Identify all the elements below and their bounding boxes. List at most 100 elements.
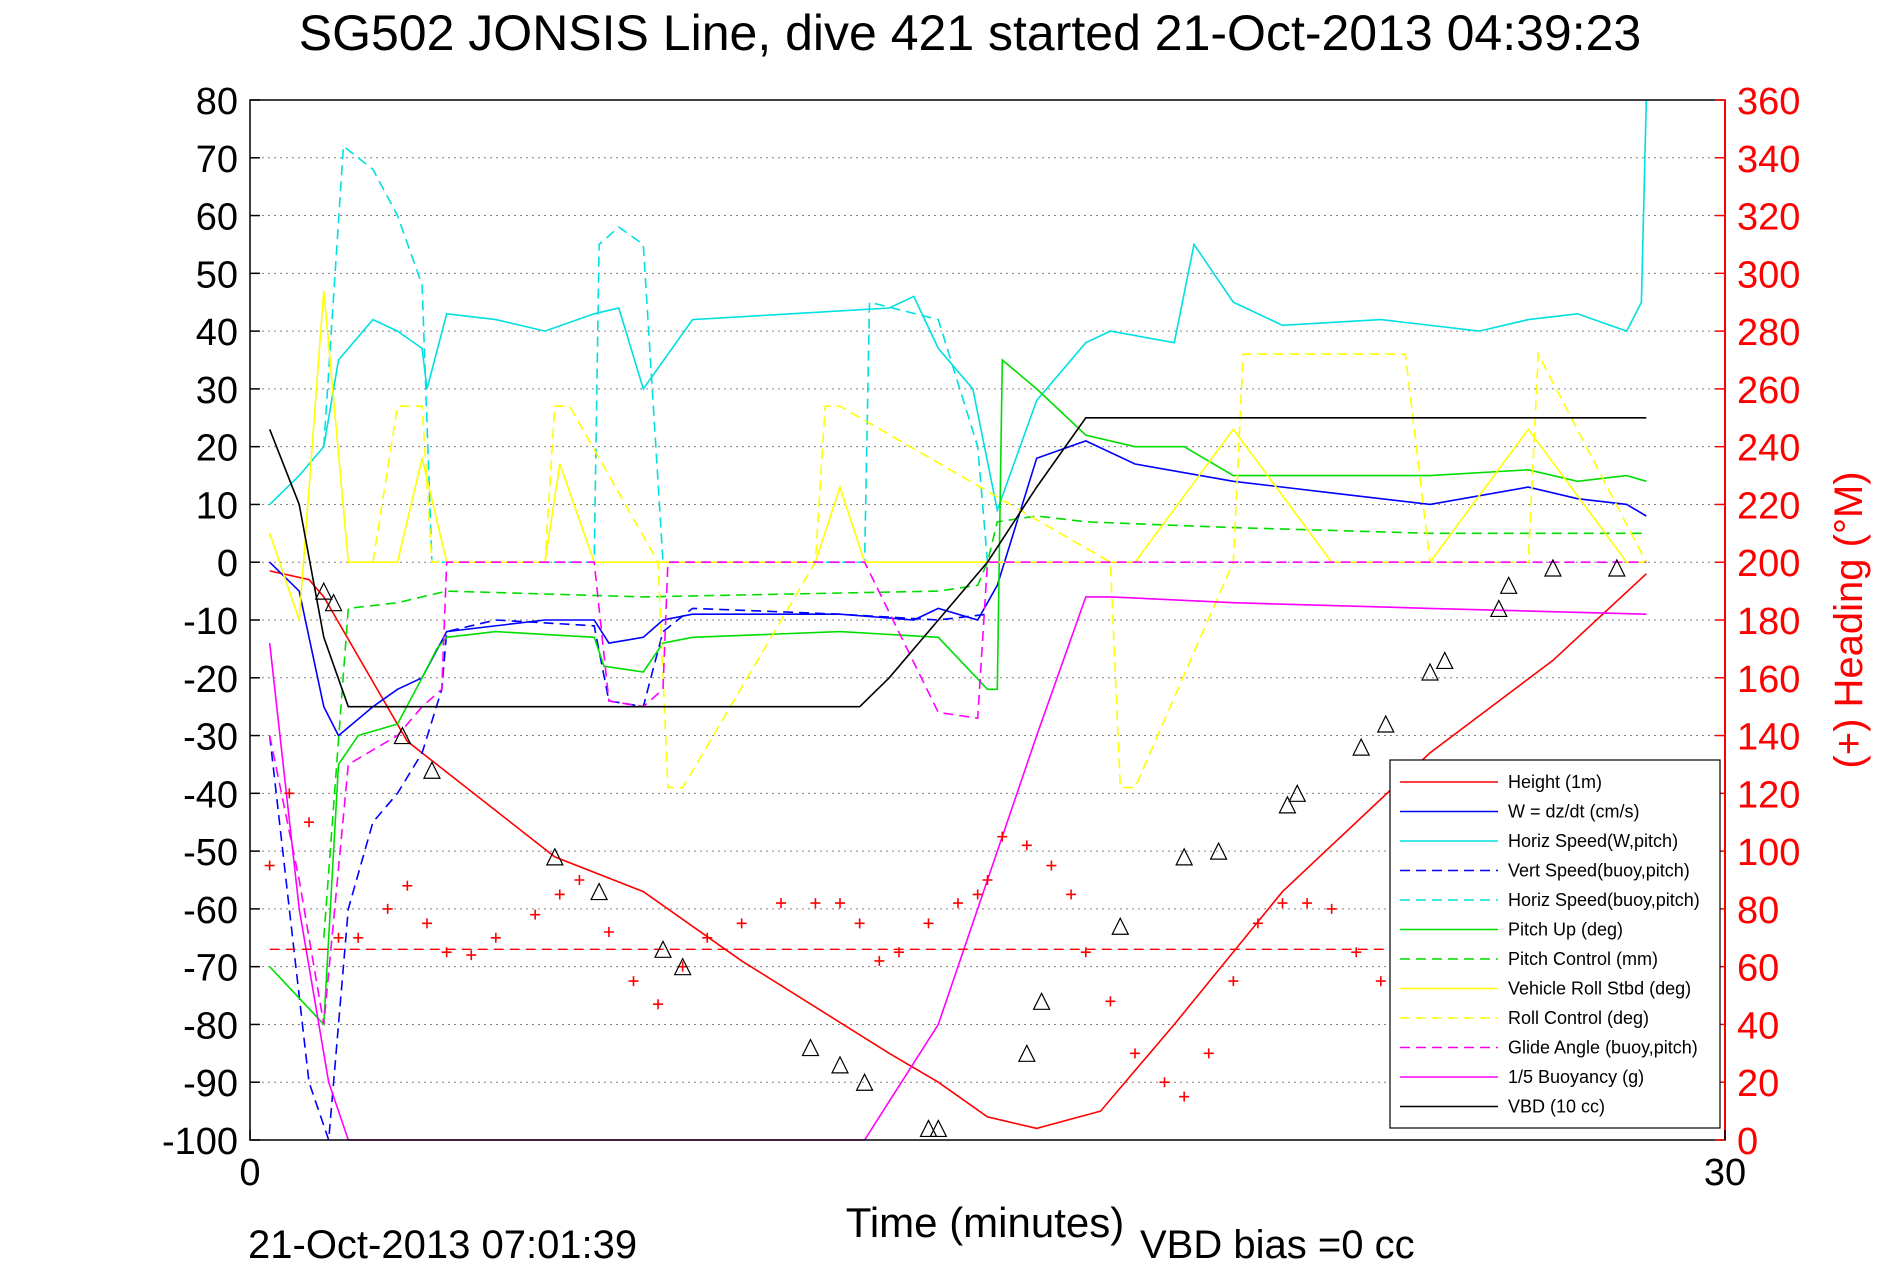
heading-point xyxy=(810,898,821,909)
footer-vbd-bias: VBD bias =0 cc xyxy=(1140,1223,1415,1262)
triangle-marker xyxy=(1435,651,1454,670)
heading-point xyxy=(1302,898,1313,909)
left-tick-label: -40 xyxy=(183,774,238,816)
series-line-5 xyxy=(269,358,1647,1027)
series-lines xyxy=(268,99,1648,1141)
heading-point xyxy=(628,976,639,987)
heading-point xyxy=(441,947,452,958)
right-tick-label: 260 xyxy=(1737,370,1800,412)
right-tick-label: 300 xyxy=(1737,254,1800,296)
legend-label: Pitch Control (mm) xyxy=(1508,949,1658,969)
triangle-marker xyxy=(1278,795,1297,814)
x-tick-label: 0 xyxy=(239,1152,260,1194)
left-tick-label: -100 xyxy=(162,1121,238,1163)
legend-label: 1/5 Buoyancy (g) xyxy=(1508,1067,1644,1087)
triangle-marker xyxy=(855,1072,874,1091)
legend-label: W = dz/dt (cm/s) xyxy=(1508,802,1640,822)
heading-point xyxy=(1351,947,1362,958)
triangle-marker xyxy=(1607,558,1626,577)
heading-point xyxy=(1159,1077,1170,1088)
heading-point xyxy=(997,831,1008,842)
left-tick-label: 80 xyxy=(196,81,238,123)
series-line-11 xyxy=(268,416,1647,708)
right-tick-label: 120 xyxy=(1737,774,1800,816)
footer-timestamp: 21-Oct-2013 07:01:39 xyxy=(248,1223,637,1262)
heading-point xyxy=(1080,947,1091,958)
triangle-marker xyxy=(1489,599,1508,618)
heading-point xyxy=(1277,898,1288,909)
heading-point xyxy=(490,932,501,943)
right-tick-label: 60 xyxy=(1737,948,1779,990)
triangle-marker xyxy=(314,581,333,600)
heading-point xyxy=(554,889,565,900)
triangle-marker xyxy=(1175,847,1194,866)
heading-point xyxy=(353,932,364,943)
right-y-axis-label: (+) Heading (°M) xyxy=(1827,471,1871,768)
left-tick-label: 50 xyxy=(196,254,238,296)
legend-label: Height (1m) xyxy=(1508,772,1602,792)
heading-point xyxy=(776,898,786,909)
heading-point xyxy=(284,788,295,799)
legend: Height (1m) W = dz/dt (cm/s) Horiz Speed(W… xyxy=(1389,759,1721,1129)
x-axis: 0 30 xyxy=(239,1130,1746,1194)
heading-point xyxy=(530,909,541,920)
triangle-marker xyxy=(1111,916,1130,935)
heading-point xyxy=(953,898,963,909)
triangle-marker xyxy=(1376,714,1395,733)
triangle-marker xyxy=(545,847,564,866)
triangle-marker xyxy=(1288,783,1307,802)
series-line-6 xyxy=(323,515,1647,938)
triangle-marker xyxy=(422,760,441,779)
right-tick-label: 140 xyxy=(1737,717,1800,759)
chart-title: SG502 JONSIS Line, dive 421 started 21-O… xyxy=(299,5,1641,61)
heading-point xyxy=(874,955,885,966)
series-line-8 xyxy=(372,351,1648,789)
legend-label: Pitch Up (deg) xyxy=(1508,920,1623,940)
right-tick-label: 200 xyxy=(1737,543,1800,585)
right-tick-label: 360 xyxy=(1737,81,1800,123)
left-tick-label: 60 xyxy=(196,197,238,239)
heading-point xyxy=(736,918,747,929)
triangle-marker xyxy=(1017,1043,1036,1062)
left-tick-label: 70 xyxy=(196,139,238,181)
right-tick-label: 180 xyxy=(1737,601,1800,643)
right-tick-label: 160 xyxy=(1737,659,1800,701)
x-tick-label: 30 xyxy=(1704,1152,1746,1194)
triangle-marker xyxy=(654,939,672,958)
left-tick-label: 30 xyxy=(196,370,238,412)
series-line-2 xyxy=(269,99,1648,514)
right-tick-label: 220 xyxy=(1737,485,1800,527)
triangle-marker xyxy=(1209,841,1228,860)
heading-point xyxy=(1228,976,1239,987)
heading-point xyxy=(264,860,275,871)
right-tick-label: 100 xyxy=(1737,832,1800,874)
triangle-marker xyxy=(801,1038,820,1057)
heading-point xyxy=(1179,1091,1190,1102)
triangle-marker xyxy=(1499,575,1518,594)
heading-point xyxy=(603,927,614,937)
left-tick-label: -20 xyxy=(183,659,238,701)
triangle-marker xyxy=(393,726,412,745)
heading-point xyxy=(1326,903,1337,914)
left-tick-label: 20 xyxy=(196,428,238,470)
heading-point xyxy=(402,880,413,891)
heading-point xyxy=(466,950,477,961)
left-tick-label: -50 xyxy=(183,832,238,874)
heading-point xyxy=(304,817,314,828)
legend-label: Vehicle Roll Stbd (deg) xyxy=(1508,979,1691,999)
right-tick-label: 40 xyxy=(1737,1005,1779,1047)
legend-label: Roll Control (deg) xyxy=(1508,1008,1649,1028)
left-tick-label: -70 xyxy=(183,948,238,990)
heading-point xyxy=(1021,840,1032,851)
triangle-marker xyxy=(1421,662,1439,681)
heading-point xyxy=(894,947,904,958)
heading-point xyxy=(382,903,393,914)
heading-point xyxy=(835,898,845,909)
right-tick-label: 80 xyxy=(1737,890,1779,932)
triangle-markers xyxy=(314,558,1626,1138)
right-tick-label: 240 xyxy=(1737,428,1800,470)
heading-point xyxy=(982,875,993,885)
triangle-marker xyxy=(1032,991,1051,1010)
right-tick-label: 320 xyxy=(1737,197,1800,239)
